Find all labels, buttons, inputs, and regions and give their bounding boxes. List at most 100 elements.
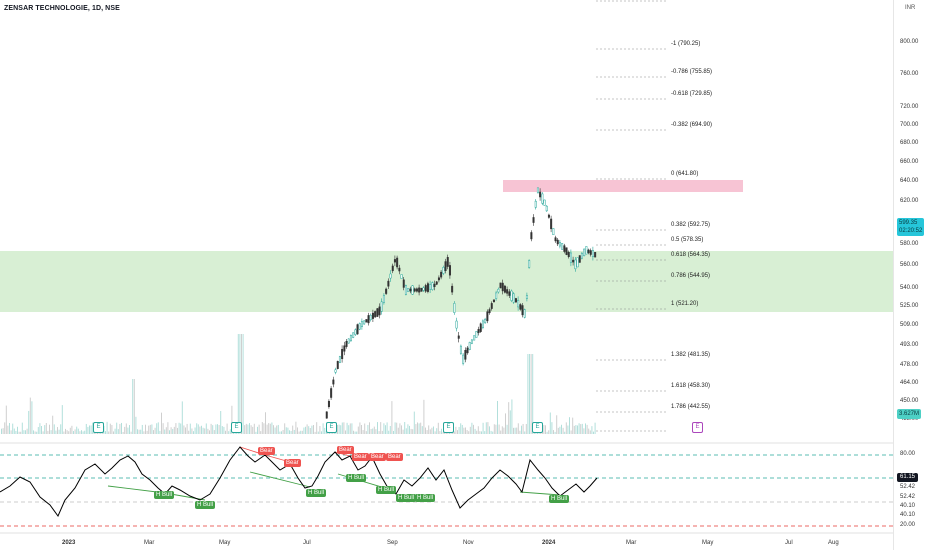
candle-body [514,298,517,303]
price-tick[interactable]: 680.00 [900,140,919,146]
candle-body [536,187,539,194]
chart-canvas[interactable] [0,0,893,550]
price-tick[interactable]: 540.00 [900,285,919,291]
volume-bar [413,411,415,434]
volume-bar [15,430,17,434]
volume-bar [63,431,65,434]
price-tick[interactable]: 800.00 [900,39,919,45]
time-tick[interactable]: 2023 [62,540,76,546]
price-tick[interactable]: 640.00 [900,178,919,184]
earnings-icon[interactable]: E [231,422,242,433]
time-tick[interactable]: Sep [387,540,398,546]
earnings-icon[interactable]: E [326,422,337,433]
volume-bar [194,427,196,434]
rsi-tick[interactable]: 40.10 [900,503,916,509]
price-tick[interactable]: 478.00 [900,362,919,368]
volume-bar [375,429,377,434]
price-tick[interactable]: 438.00 [900,416,919,422]
price-tick[interactable]: 660.00 [900,159,919,165]
volume-bar [199,426,201,434]
candle-body [556,239,559,245]
earnings-icon[interactable]: E [532,422,543,433]
candle-body [486,311,489,322]
price-tick[interactable]: 450.00 [900,398,919,404]
volume-bar [397,427,399,434]
price-tick[interactable]: 700.00 [900,122,919,128]
volume-bar [439,431,441,434]
volume-bar [506,424,508,434]
candle-body [497,288,500,293]
time-tick[interactable]: Jul [785,540,793,546]
volume-bar [511,399,513,434]
volume-bar [161,412,162,434]
volume-bar [593,431,594,434]
fib-label: 0.5 (578.35) [671,237,704,243]
candle-body [512,293,515,303]
volume-bar [125,423,127,434]
rsi-tick[interactable]: 52.42 [900,494,916,500]
time-tick[interactable]: Jul [303,540,311,546]
candle-body [429,284,432,290]
currency-label[interactable]: INR [905,5,916,11]
candle-body [374,311,377,318]
volume-bar [559,426,561,434]
volume-bar [300,430,302,434]
volume-bar [453,431,455,434]
rsi-tick[interactable]: 52.42 [900,484,916,490]
candle-body [400,274,403,279]
rsi-tick[interactable]: 40.10 [900,512,916,518]
earnings-icon[interactable]: E [93,422,104,433]
price-tick[interactable]: 720.00 [900,104,919,110]
rsi-tick[interactable]: 80.00 [900,451,916,457]
volume-bar [394,422,396,434]
volume-bar [317,431,319,434]
rsi-tick[interactable]: 20.00 [900,522,916,528]
earnings-icon[interactable]: E [443,422,454,433]
volume-bar [580,424,582,434]
volume-bar [156,423,158,434]
time-tick[interactable]: Mar [144,540,155,546]
volume-bar [10,430,12,434]
future-earnings-icon[interactable]: E [692,422,703,433]
volume-bar [21,422,23,434]
volume-bar [557,427,559,434]
price-tick[interactable]: 580.00 [900,241,919,247]
price-tick[interactable]: 509.00 [900,322,919,328]
time-tick[interactable]: Nov [463,540,474,546]
volume-bar [361,424,362,434]
volume-bar [124,426,126,434]
candle-body [519,304,522,310]
volume-bar [489,426,490,434]
price-tick[interactable]: 560.00 [900,262,919,268]
volume-bar [105,431,106,434]
volume-bar [146,430,148,434]
volume-bar [253,423,255,434]
time-tick[interactable]: Aug [828,540,839,546]
volume-bar [348,425,350,434]
price-tick[interactable]: 760.00 [900,71,919,77]
volume-bar [505,413,506,434]
candle-body [437,277,440,281]
volume-bar [60,424,62,434]
price-tick[interactable]: 464.00 [900,380,919,386]
volume-bar [372,428,374,434]
fib-label: -0.382 (694.90) [671,122,713,128]
volume-bar [17,426,18,434]
volume-bar [426,430,428,434]
time-tick[interactable]: May [702,540,714,546]
volume-bar [255,431,257,434]
time-tick[interactable]: Mar [626,540,637,546]
volume-bar [191,428,193,434]
volume-bar [357,426,359,434]
price-tick[interactable]: 620.00 [900,198,919,204]
volume-bar [12,423,14,434]
volume-bar [92,422,94,434]
time-tick[interactable]: 2024 [542,540,556,546]
volume-bar [173,426,175,434]
volume-bar [188,430,190,434]
price-tick[interactable]: 493.00 [900,342,919,348]
candle-body [422,287,425,291]
time-tick[interactable]: May [219,540,231,546]
price-tick[interactable]: 525.00 [900,303,919,309]
volume-bar [594,422,596,434]
